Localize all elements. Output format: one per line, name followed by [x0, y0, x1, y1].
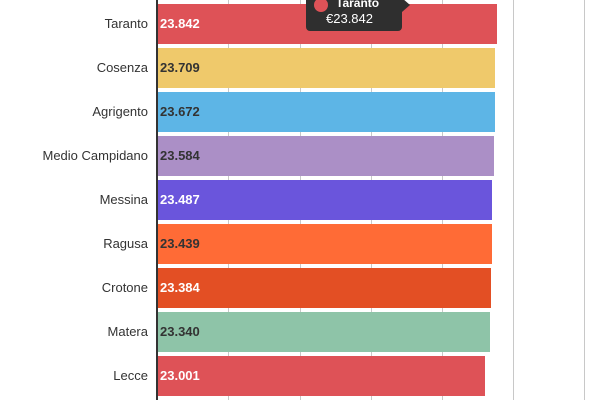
- bar-row: Crotone 23.384: [0, 268, 600, 308]
- bar[interactable]: 23.384: [158, 268, 491, 308]
- bar-row: Matera 23.340: [0, 312, 600, 352]
- bar[interactable]: 23.487: [158, 180, 492, 220]
- category-label: Medio Campidano: [42, 148, 148, 163]
- bar[interactable]: 23.672: [158, 92, 495, 132]
- tooltip-series-dot-icon: [314, 0, 328, 12]
- bar-value-label: 23.672: [160, 104, 200, 119]
- category-label: Cosenza: [96, 60, 148, 75]
- y-axis-line: [156, 0, 158, 400]
- bar-row: Taranto 23.842: [0, 4, 600, 44]
- bar-row: Agrigento 23.672: [0, 92, 600, 132]
- bar[interactable]: 23.439: [158, 224, 492, 264]
- tooltip-arrow: [402, 0, 410, 12]
- bar-row: Medio Campidano 23.584: [0, 136, 600, 176]
- bar-row: Messina 23.487: [0, 180, 600, 220]
- bar-value-label: 23.842: [160, 16, 200, 31]
- gridline: [513, 0, 514, 400]
- bar-row: Lecce 23.001: [0, 356, 600, 396]
- category-label: Ragusa: [103, 236, 148, 251]
- tooltip-category: Taranto: [336, 0, 380, 10]
- bar[interactable]: 23.709: [158, 48, 495, 88]
- tooltip-value: €23.842: [326, 11, 373, 26]
- category-label: Matera: [107, 324, 148, 339]
- bar[interactable]: 23.001: [158, 356, 485, 396]
- bar-value-label: 23.340: [160, 324, 200, 339]
- bar-value-label: 23.001: [160, 368, 200, 383]
- tooltip: Taranto €23.842: [306, 0, 410, 31]
- bar-row: Ragusa 23.439: [0, 224, 600, 264]
- bar[interactable]: 23.340: [158, 312, 490, 352]
- bar-value-label: 23.709: [160, 60, 200, 75]
- category-label: Crotone: [101, 280, 148, 295]
- bar-row: Cosenza 23.709: [0, 48, 600, 88]
- bar-value-label: 23.439: [160, 236, 200, 251]
- category-label: Messina: [99, 192, 148, 207]
- gridline: [584, 0, 585, 400]
- bar-value-label: 23.584: [160, 148, 200, 163]
- category-label: Lecce: [113, 368, 148, 383]
- category-label: Taranto: [104, 16, 148, 31]
- bar[interactable]: 23.584: [158, 136, 494, 176]
- bar-value-label: 23.487: [160, 192, 200, 207]
- bar-value-label: 23.384: [160, 280, 200, 295]
- category-label: Agrigento: [92, 104, 148, 119]
